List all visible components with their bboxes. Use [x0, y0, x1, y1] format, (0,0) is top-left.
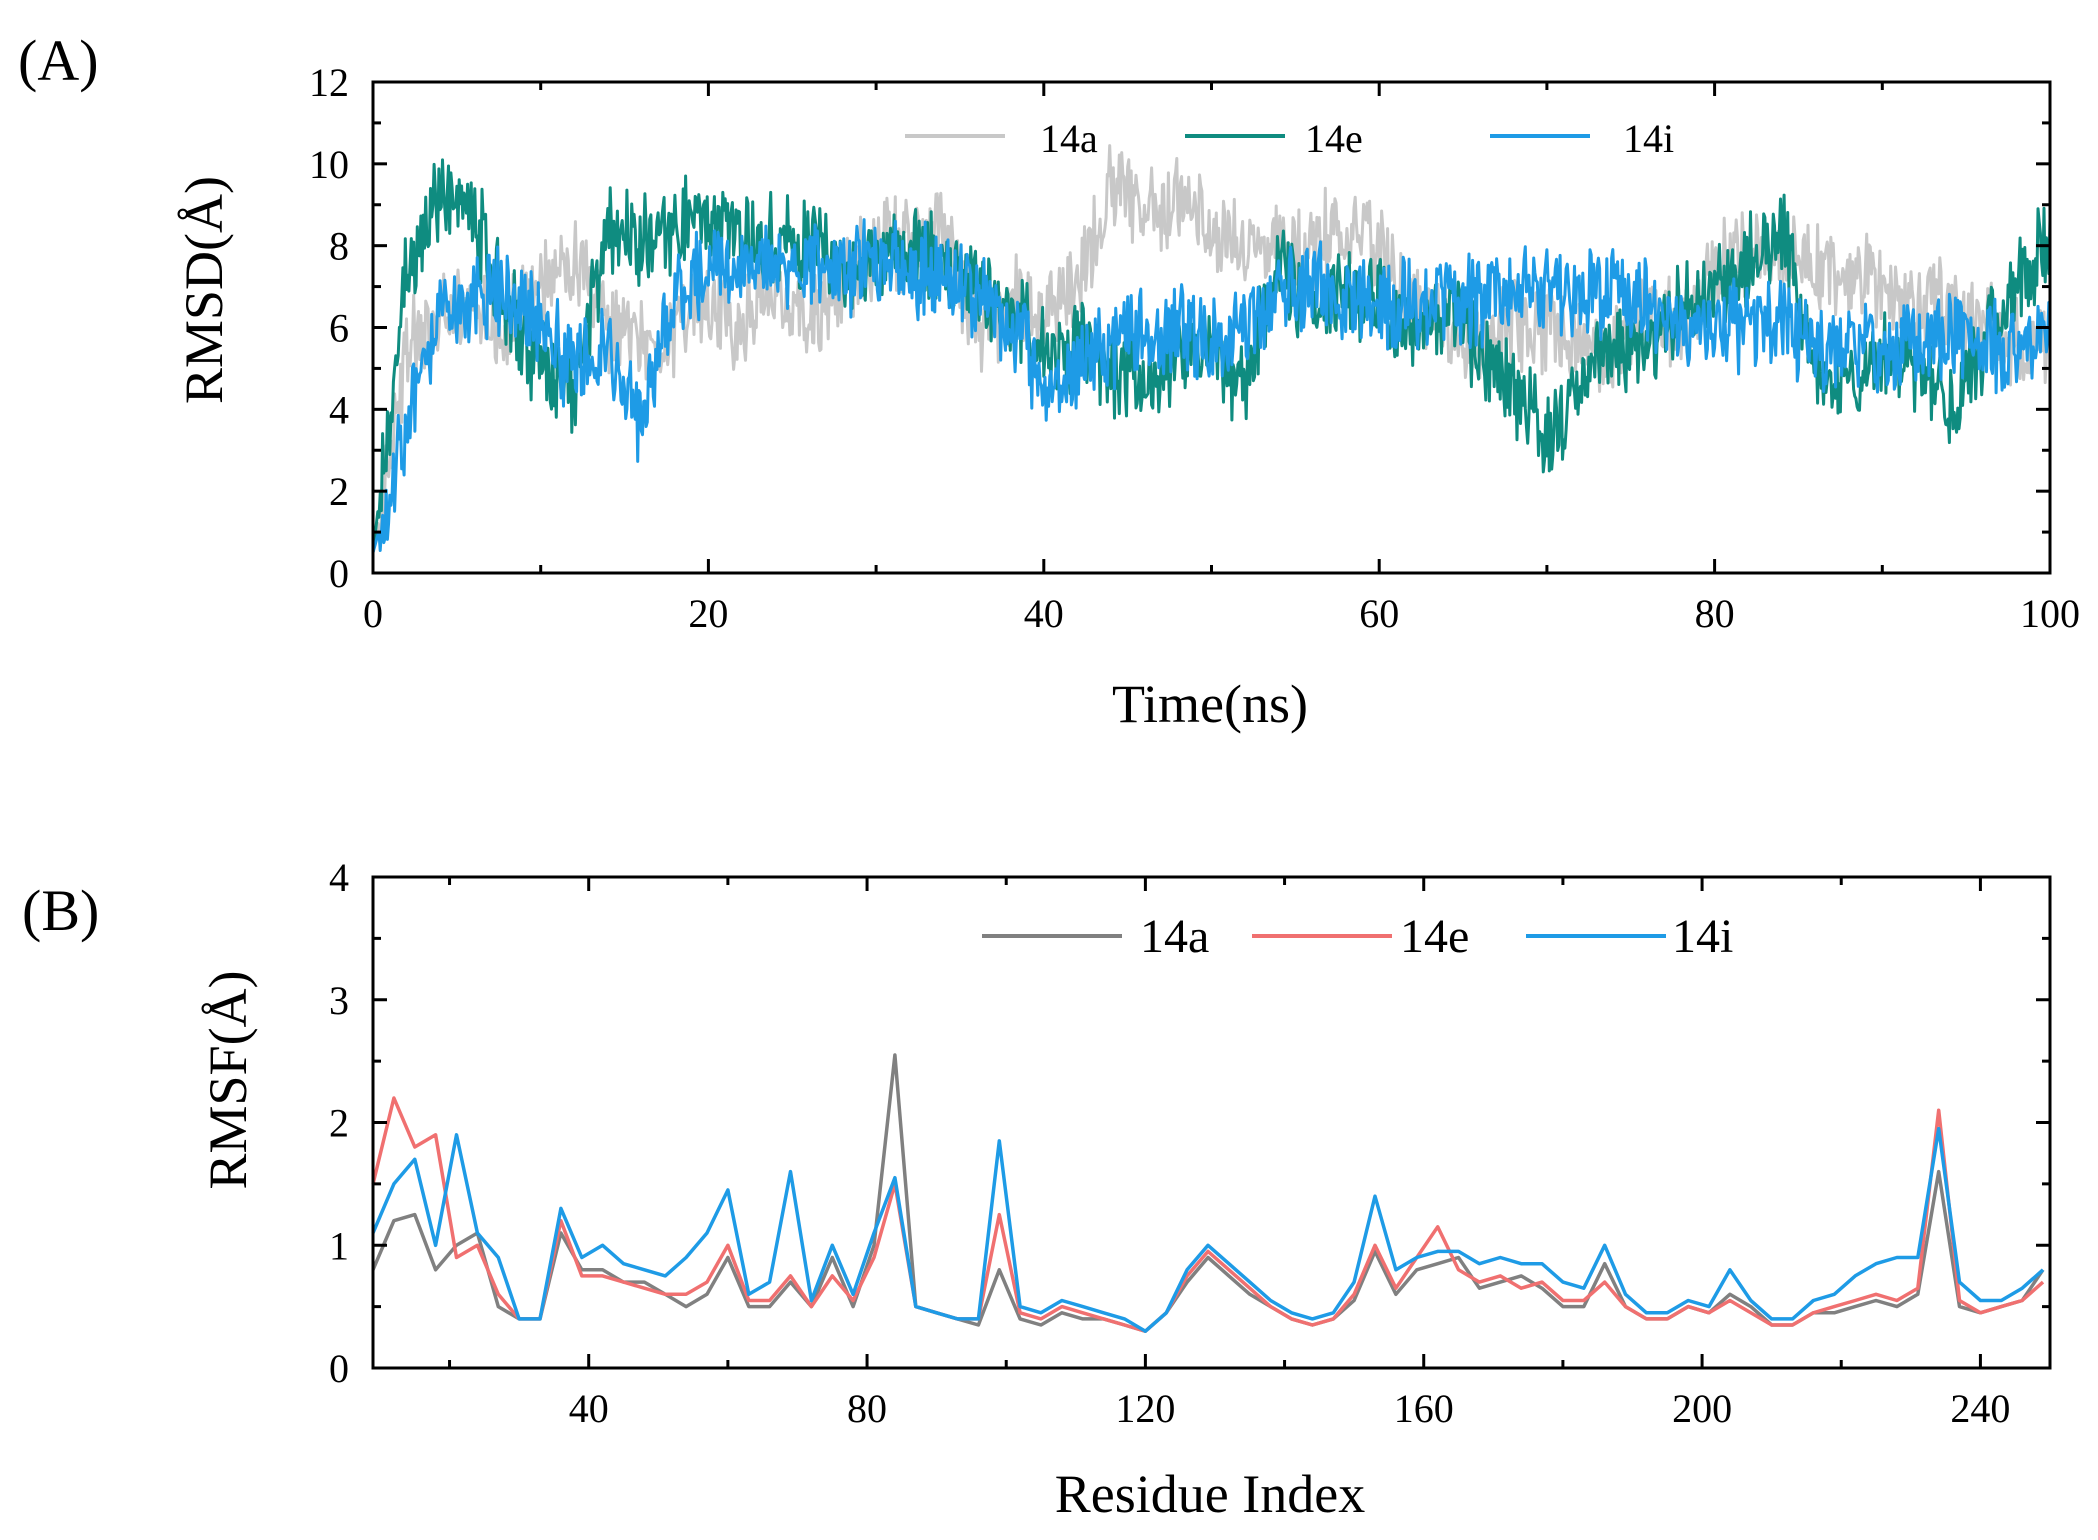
rmsf-series-14a — [371, 1053, 2045, 1333]
y-tick-label: 4 — [329, 387, 349, 432]
rmsf-legend: 14a 14e 14i — [982, 910, 1733, 963]
y-tick-label: 8 — [329, 224, 349, 269]
x-tick-label: 0 — [363, 591, 383, 636]
rmsf-axes-layer: 40 80 120 160 200 240 0 1 2 3 4 — [329, 855, 2050, 1431]
y-tick-label: 0 — [329, 551, 349, 596]
x-tick-label: 60 — [1359, 591, 1399, 636]
rmsd-x-axis-title: Time(ns) — [1112, 674, 1308, 734]
x-tick-label: 200 — [1672, 1386, 1732, 1431]
x-tick-label: 40 — [1024, 591, 1064, 636]
x-tick-label: 120 — [1115, 1386, 1175, 1431]
rmsd-series-layer — [371, 144, 2052, 553]
x-tick-label: 160 — [1394, 1386, 1454, 1431]
rmsd-series-14i — [371, 218, 2052, 553]
y-tick-label: 12 — [309, 60, 349, 105]
y-tick-label: 1 — [329, 1223, 349, 1268]
x-tick-label: 80 — [1695, 591, 1735, 636]
legend-label-14a: 14a — [1040, 116, 1098, 161]
panel-label-b: (B) — [22, 878, 99, 943]
rmsf-series-14i — [371, 1126, 2045, 1333]
x-tick-label: 20 — [688, 591, 728, 636]
y-tick-label: 3 — [329, 978, 349, 1023]
legend-label-14e: 14e — [1400, 910, 1469, 963]
rmsf-series-layer — [371, 1053, 2045, 1333]
x-tick-label: 240 — [1950, 1386, 2010, 1431]
rmsd-axes-layer: 0 20 40 60 80 100 0 2 4 6 8 10 12 — [309, 60, 2080, 636]
y-tick-label: 2 — [329, 469, 349, 514]
y-tick-label: 6 — [329, 306, 349, 351]
x-tick-label: 40 — [569, 1386, 609, 1431]
panel-label-a: (A) — [18, 28, 99, 93]
rmsf-x-axis-title: Residue Index — [1055, 1464, 1365, 1524]
rmsf-plot-frame — [371, 875, 2052, 1370]
legend-label-14i: 14i — [1623, 116, 1674, 161]
y-tick-label: 0 — [329, 1346, 349, 1391]
y-tick-label: 4 — [329, 855, 349, 900]
panel-a-rmsd-chart: (A) 0 20 40 60 80 100 0 2 4 6 8 10 12 Time(ns) RMSD(… — [18, 28, 2080, 734]
legend-label-14a: 14a — [1140, 910, 1209, 963]
rmsf-y-axis-title: RMSF(Å) — [198, 970, 258, 1189]
legend-label-14e: 14e — [1305, 116, 1363, 161]
rmsd-y-axis-title: RMSD(Å) — [174, 176, 234, 404]
legend-label-14i: 14i — [1672, 910, 1733, 963]
x-tick-label: 100 — [2020, 591, 2080, 636]
y-tick-label: 2 — [329, 1101, 349, 1146]
y-tick-label: 10 — [309, 142, 349, 187]
rmsf-series-14e — [371, 1096, 2045, 1333]
rmsd-legend: 14a 14e 14i — [905, 116, 1674, 161]
x-tick-label: 80 — [847, 1386, 887, 1431]
